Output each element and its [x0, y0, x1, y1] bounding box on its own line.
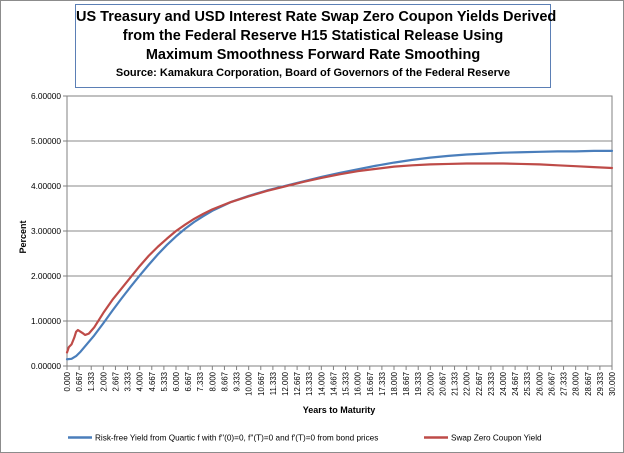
x-tick-label: 8.667: [220, 372, 229, 392]
x-tick-label: 11.333: [269, 372, 278, 395]
x-tick-label: 30.000: [608, 371, 617, 396]
grid-lines: [67, 140, 612, 322]
x-tick-label: 0.000: [63, 371, 72, 391]
x-tick-label: 9.333: [233, 372, 242, 392]
x-tick-label: 29.333: [596, 372, 605, 396]
x-axis-ticks: 0.000 0.667 1.333 2.000 2.667 3.333 4.000 4.667…: [63, 366, 617, 396]
series-line-swap: [65, 162, 614, 354]
x-tick-label: 23.333: [487, 372, 496, 396]
y-tick-label: 4.00000: [31, 181, 61, 191]
x-tick-label: 5.333: [160, 372, 169, 392]
x-tick-label: 13.333: [305, 372, 314, 396]
x-tick-label: 28.000: [572, 371, 581, 396]
x-tick-label: 28.667: [584, 372, 593, 396]
chart-title-line-1: US Treasury and USD Interest Rate Swap Z…: [76, 9, 557, 25]
x-tick-label: 16.667: [366, 372, 375, 396]
x-tick-label: 8.000: [208, 371, 217, 391]
x-tick-label: 22.667: [475, 372, 484, 396]
y-tick-label: 5.00000: [31, 136, 61, 146]
x-tick-label: 2.000: [99, 371, 108, 391]
x-tick-label: 0.667: [75, 372, 84, 392]
x-tick-label: 14.000: [317, 371, 326, 396]
x-tick-label: 22.000: [463, 371, 472, 396]
y-axis-ticks: 0.00000 1.00000 2.00000 3.00000 4.00000 5.000…: [31, 91, 67, 371]
x-tick-label: 12.000: [281, 371, 290, 396]
y-tick-label: 6.00000: [31, 91, 61, 101]
y-tick-label: 0.00000: [31, 361, 61, 371]
x-tick-label: 1.333: [87, 372, 96, 392]
chart-title-line-3: Maximum Smoothness Forward Rate Smoothin…: [145, 47, 481, 63]
x-tick-label: 14.667: [329, 372, 338, 396]
x-tick-label: 7.333: [196, 372, 205, 392]
x-tick-label: 20.000: [426, 371, 435, 396]
y-tick-label: 2.00000: [31, 271, 61, 281]
x-tick-label: 18.000: [390, 371, 399, 396]
series-lines: [65, 149, 614, 361]
x-tick-label: 27.333: [560, 372, 569, 396]
legend: Risk-free Yield from Quartic f with f''(…: [68, 434, 542, 443]
x-tick-label: 16.000: [354, 371, 363, 396]
legend-label-swap: Swap Zero Coupon Yield: [451, 434, 542, 443]
chart-title-box: US Treasury and USD Interest Rate Swap Z…: [75, 4, 557, 88]
x-tick-label: 4.667: [148, 372, 157, 392]
x-tick-label: 24.667: [511, 372, 520, 396]
x-tick-label: 17.333: [378, 372, 387, 396]
x-tick-label: 19.333: [414, 372, 423, 396]
x-tick-label: 6.000: [172, 371, 181, 391]
x-tick-label: 4.000: [136, 371, 145, 391]
x-tick-label: 10.667: [257, 372, 266, 396]
x-tick-label: 25.333: [523, 372, 532, 396]
x-tick-label: 20.667: [438, 372, 447, 396]
chart-subtitle: Source: Kamakura Corporation, Board of G…: [115, 67, 511, 79]
x-tick-label: 6.667: [184, 372, 193, 392]
x-tick-label: 10.000: [245, 371, 254, 396]
y-axis-label: Percent: [18, 220, 28, 253]
y-tick-label: 1.00000: [31, 316, 61, 326]
x-tick-label: 15.333: [342, 372, 351, 396]
x-tick-label: 21.333: [451, 372, 460, 396]
chart-title-line-2: from the Federal Reserve H15 Statistical…: [122, 28, 504, 44]
x-tick-label: 2.667: [111, 372, 120, 392]
plot-area: [66, 95, 613, 367]
x-tick-label: 3.333: [124, 372, 133, 392]
x-tick-label: 18.667: [402, 372, 411, 396]
x-tick-label: 26.667: [547, 372, 556, 396]
x-tick-label: 12.667: [293, 372, 302, 396]
legend-label-risk-free: Risk-free Yield from Quartic f with f''(…: [95, 434, 378, 443]
x-tick-label: 26.000: [535, 371, 544, 396]
y-tick-label: 3.00000: [31, 226, 61, 236]
x-axis-label: Years to Maturity: [303, 405, 376, 415]
x-tick-label: 24.000: [499, 371, 508, 396]
